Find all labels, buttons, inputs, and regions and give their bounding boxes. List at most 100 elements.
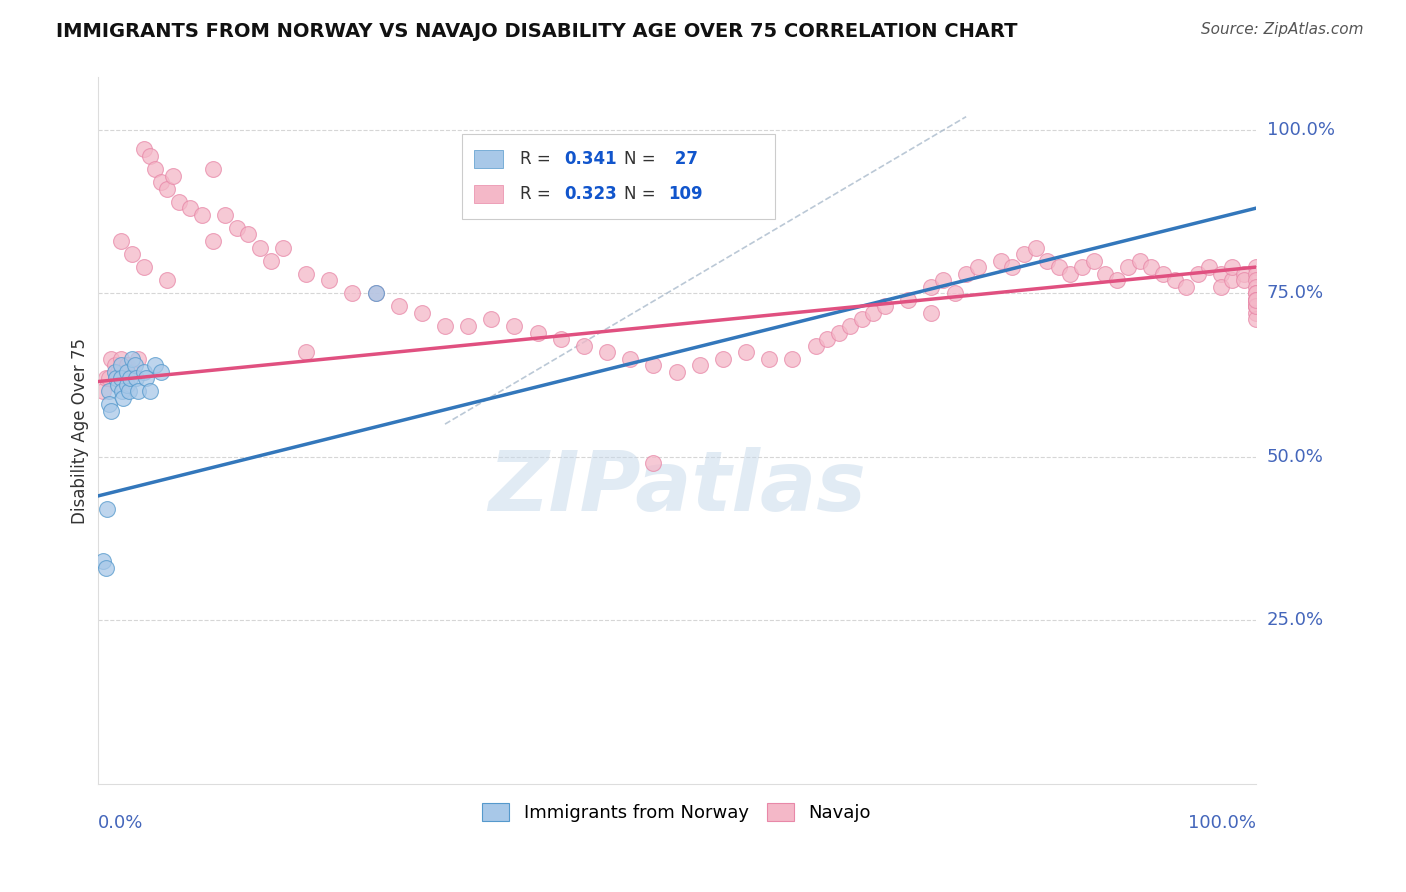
Point bbox=[897, 293, 920, 307]
Point bbox=[433, 318, 456, 333]
Point bbox=[145, 161, 167, 176]
Point bbox=[107, 377, 129, 392]
Point bbox=[479, 312, 502, 326]
Point bbox=[851, 312, 873, 326]
Point bbox=[1198, 260, 1220, 274]
Point bbox=[118, 384, 141, 399]
Point bbox=[93, 384, 115, 399]
Point bbox=[1105, 273, 1128, 287]
Point bbox=[100, 404, 122, 418]
Point bbox=[550, 332, 572, 346]
Point bbox=[214, 208, 236, 222]
Text: 0.0%: 0.0% bbox=[97, 814, 143, 832]
Point bbox=[1175, 279, 1198, 293]
Text: 75.0%: 75.0% bbox=[1267, 285, 1324, 302]
Point bbox=[411, 306, 433, 320]
Point bbox=[782, 351, 804, 366]
Point bbox=[1244, 312, 1267, 326]
Point bbox=[100, 351, 122, 366]
Point bbox=[526, 326, 548, 340]
Text: N =: N = bbox=[624, 150, 661, 168]
Point bbox=[1244, 293, 1267, 307]
Point bbox=[1001, 260, 1024, 274]
Point bbox=[1163, 273, 1185, 287]
Point bbox=[1036, 253, 1059, 268]
Text: 109: 109 bbox=[668, 185, 703, 203]
Point bbox=[127, 351, 149, 366]
Point bbox=[839, 318, 862, 333]
Y-axis label: Disability Age Over 75: Disability Age Over 75 bbox=[72, 338, 89, 524]
Point bbox=[107, 365, 129, 379]
FancyBboxPatch shape bbox=[474, 186, 503, 202]
Point bbox=[1025, 240, 1047, 254]
Point bbox=[1233, 267, 1256, 281]
Point bbox=[115, 358, 138, 372]
Point bbox=[135, 371, 157, 385]
Point bbox=[260, 253, 283, 268]
Text: N =: N = bbox=[624, 185, 661, 203]
Point bbox=[202, 161, 225, 176]
Point bbox=[711, 351, 734, 366]
Point bbox=[150, 175, 173, 189]
Point bbox=[132, 142, 155, 156]
Point bbox=[1233, 273, 1256, 287]
Point bbox=[1244, 299, 1267, 313]
Point bbox=[132, 365, 155, 379]
Point bbox=[138, 149, 160, 163]
Point bbox=[249, 240, 271, 254]
Point bbox=[145, 358, 167, 372]
Point bbox=[1244, 273, 1267, 287]
Text: Source: ZipAtlas.com: Source: ZipAtlas.com bbox=[1201, 22, 1364, 37]
Point bbox=[1209, 267, 1232, 281]
Point bbox=[758, 351, 780, 366]
Point bbox=[873, 299, 896, 313]
Point bbox=[1140, 260, 1163, 274]
Point bbox=[1187, 267, 1209, 281]
Point bbox=[643, 456, 665, 470]
Point bbox=[98, 397, 121, 411]
Point bbox=[94, 561, 117, 575]
Point bbox=[98, 371, 121, 385]
Point bbox=[665, 365, 688, 379]
Point bbox=[503, 318, 526, 333]
FancyBboxPatch shape bbox=[474, 150, 503, 168]
Text: 50.0%: 50.0% bbox=[1267, 448, 1323, 466]
Point bbox=[121, 351, 143, 366]
Point bbox=[115, 365, 138, 379]
Point bbox=[1129, 253, 1152, 268]
Point bbox=[1152, 267, 1174, 281]
Point bbox=[596, 345, 619, 359]
Point bbox=[112, 391, 135, 405]
Text: 27: 27 bbox=[668, 150, 697, 168]
Text: 0.323: 0.323 bbox=[564, 185, 617, 203]
Text: 25.0%: 25.0% bbox=[1267, 611, 1324, 630]
Point bbox=[1244, 306, 1267, 320]
Point bbox=[828, 326, 851, 340]
Legend: Immigrants from Norway, Navajo: Immigrants from Norway, Navajo bbox=[474, 795, 880, 831]
Point bbox=[689, 358, 711, 372]
Point bbox=[124, 358, 146, 372]
Point bbox=[1071, 260, 1094, 274]
Point bbox=[1059, 267, 1081, 281]
Point bbox=[121, 247, 143, 261]
Point bbox=[125, 371, 148, 385]
Point bbox=[179, 201, 201, 215]
Point bbox=[138, 384, 160, 399]
Point bbox=[132, 260, 155, 274]
Point bbox=[1209, 279, 1232, 293]
Point bbox=[966, 260, 988, 274]
Point bbox=[1244, 286, 1267, 301]
Point bbox=[1244, 260, 1267, 274]
Point bbox=[1094, 267, 1116, 281]
Point bbox=[111, 384, 134, 399]
Point bbox=[388, 299, 411, 313]
FancyBboxPatch shape bbox=[463, 134, 775, 219]
Point bbox=[1222, 260, 1244, 274]
Point bbox=[1244, 267, 1267, 281]
Point bbox=[804, 338, 827, 352]
Point bbox=[342, 286, 364, 301]
Point bbox=[1047, 260, 1070, 274]
Point bbox=[150, 365, 173, 379]
Point bbox=[955, 267, 977, 281]
Point bbox=[110, 351, 132, 366]
